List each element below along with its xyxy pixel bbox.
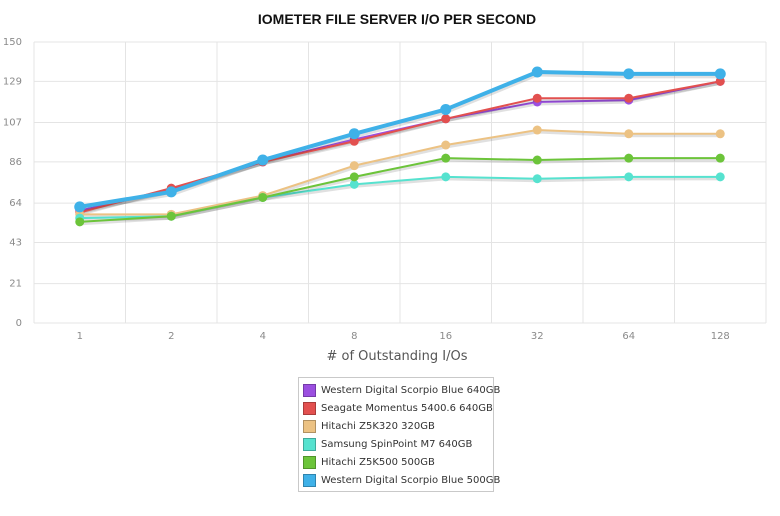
data-point	[532, 155, 542, 165]
x-tick-label: 128	[711, 331, 730, 342]
legend-item[interactable]: Western Digital Scorpio Blue 500GB	[303, 471, 500, 489]
legend-swatch	[303, 455, 316, 469]
data-point	[715, 76, 725, 86]
data-point	[532, 125, 542, 135]
legend-swatch	[303, 419, 316, 433]
legend-label: Hitachi Z5K500 500GB	[321, 456, 435, 468]
legend-label: Hitachi Z5K320 320GB	[321, 420, 435, 432]
y-tick-label: 43	[9, 237, 22, 248]
data-point	[440, 103, 452, 115]
y-tick-label: 0	[16, 318, 22, 329]
x-axis: 1 2 4 8 16 32 64 128	[77, 331, 730, 342]
data-point	[349, 136, 359, 146]
data-point	[349, 179, 359, 189]
series-line	[79, 157, 721, 223]
y-tick-label: 21	[9, 279, 22, 290]
y-tick-label: 107	[3, 118, 22, 129]
y-tick-label: 150	[3, 37, 22, 48]
data-point	[258, 192, 268, 202]
data-point	[715, 129, 725, 139]
y-axis: 0 21 43 64 86 107 129 150	[3, 37, 22, 329]
data-point	[624, 93, 634, 103]
legend-swatch	[303, 401, 316, 415]
data-point	[624, 172, 634, 182]
x-tick-label: 4	[260, 331, 266, 342]
x-tick-label: 8	[351, 331, 357, 342]
y-tick-label: 129	[3, 76, 22, 87]
y-tick-label: 64	[9, 198, 22, 209]
series-6	[74, 66, 726, 213]
series-line	[79, 80, 721, 214]
data-point	[532, 93, 542, 103]
data-point	[166, 211, 176, 221]
legend-item[interactable]: Hitachi Z5K500 500GB	[303, 453, 489, 471]
legend-label: Western Digital Scorpio Blue 500GB	[321, 474, 501, 486]
legend-item[interactable]: Samsung SpinPoint M7 640GB	[303, 435, 489, 453]
legend-label: Western Digital Scorpio Blue 640GB	[321, 384, 501, 396]
data-point	[715, 153, 725, 163]
legend-label: Samsung SpinPoint M7 640GB	[321, 438, 473, 450]
data-point	[531, 66, 543, 78]
data-point	[441, 114, 451, 124]
data-point	[532, 174, 542, 184]
legend-swatch	[303, 437, 316, 451]
data-point	[441, 172, 451, 182]
series-line	[79, 69, 721, 209]
y-tick-label: 86	[9, 157, 22, 168]
legend-item[interactable]: Hitachi Z5K320 320GB	[303, 417, 489, 435]
grid	[33, 41, 767, 324]
data-point	[349, 161, 359, 171]
data-point	[624, 129, 634, 139]
series-line	[79, 129, 721, 216]
data-point	[74, 201, 86, 213]
data-point	[715, 172, 725, 182]
data-point	[714, 68, 726, 80]
legend-item[interactable]: Seagate Momentus 5400.6 640GB	[303, 399, 493, 417]
data-point	[623, 68, 635, 80]
series-group	[74, 66, 726, 227]
legend: Western Digital Scorpio Blue 640GB Seagat…	[298, 377, 500, 492]
legend-item[interactable]: Western Digital Scorpio Blue 640GB	[303, 381, 500, 399]
x-tick-label: 64	[622, 331, 635, 342]
data-point	[75, 217, 85, 227]
data-point	[624, 153, 634, 163]
legend-label: Seagate Momentus 5400.6 640GB	[321, 402, 493, 414]
data-point	[165, 186, 177, 198]
legend-swatch	[303, 383, 316, 397]
x-tick-label: 1	[77, 331, 83, 342]
series-5	[75, 153, 725, 227]
legend-swatch	[303, 473, 316, 487]
chart-title: IOMETER FILE SERVER I/O PER SECOND	[258, 11, 536, 27]
x-tick-label: 16	[439, 331, 452, 342]
data-point	[257, 154, 269, 166]
x-axis-label: # of Outstanding I/Os	[326, 349, 467, 364]
series-line-shadow	[79, 177, 721, 222]
x-tick-label: 32	[531, 331, 544, 342]
x-tick-label: 2	[168, 331, 174, 342]
data-point	[441, 140, 451, 150]
data-point	[441, 153, 451, 163]
series-line-shadow	[79, 158, 721, 226]
data-point	[348, 128, 360, 140]
data-point	[349, 172, 359, 182]
